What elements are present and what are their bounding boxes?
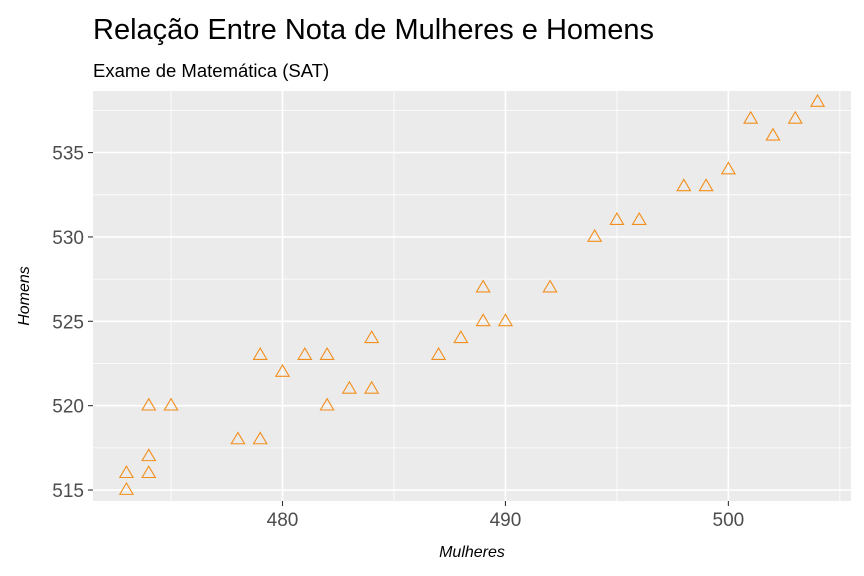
data-point	[252, 431, 268, 445]
data-point	[252, 346, 268, 360]
data-point	[274, 363, 291, 377]
data-point	[297, 346, 313, 360]
chart-subtitle: Exame de Matemática (SAT)	[93, 60, 329, 81]
data-point	[743, 110, 759, 124]
y-axis: 515 520 525 530 535	[52, 144, 93, 502]
data-point	[676, 178, 692, 192]
panel-background	[93, 91, 851, 501]
data-point	[364, 380, 380, 394]
data-point	[364, 330, 380, 344]
data-point	[809, 93, 826, 107]
data-point	[163, 397, 179, 411]
data-point	[453, 330, 469, 344]
y-tick-label: 515	[52, 481, 84, 502]
data-point	[475, 313, 491, 327]
data-point	[587, 228, 603, 242]
plot-panel	[93, 91, 851, 501]
data-point	[141, 465, 157, 479]
chart-title: Relação Entre Nota de Mulheres e Homens	[93, 14, 654, 46]
data-point	[141, 448, 157, 462]
data-point	[341, 380, 357, 394]
data-point	[118, 465, 135, 479]
data-point	[475, 279, 491, 293]
data-point	[230, 431, 246, 445]
y-tick-label: 525	[52, 312, 84, 333]
data-point	[319, 346, 335, 360]
x-tick-label: 480	[267, 510, 299, 531]
data-point	[497, 313, 514, 327]
data-point	[118, 481, 135, 495]
data-point	[720, 161, 736, 175]
x-tick-label: 490	[490, 510, 522, 531]
data-point	[141, 397, 157, 411]
y-tick-label: 535	[52, 144, 84, 165]
x-axis-title: Mulheres	[439, 544, 505, 561]
data-point	[319, 397, 335, 411]
x-axis: 480 490 500	[267, 501, 745, 531]
data-point	[542, 279, 558, 293]
data-point	[609, 211, 625, 225]
grid-lines	[93, 91, 851, 501]
data-points	[118, 93, 826, 495]
data-point	[430, 346, 447, 360]
data-point	[787, 110, 803, 124]
y-tick-label: 530	[52, 228, 84, 249]
x-tick-label: 500	[713, 510, 745, 531]
y-axis-title: Homens	[16, 266, 33, 326]
data-point	[631, 211, 647, 225]
y-tick-label: 520	[52, 397, 84, 418]
data-point	[765, 127, 781, 141]
data-point	[698, 178, 714, 192]
